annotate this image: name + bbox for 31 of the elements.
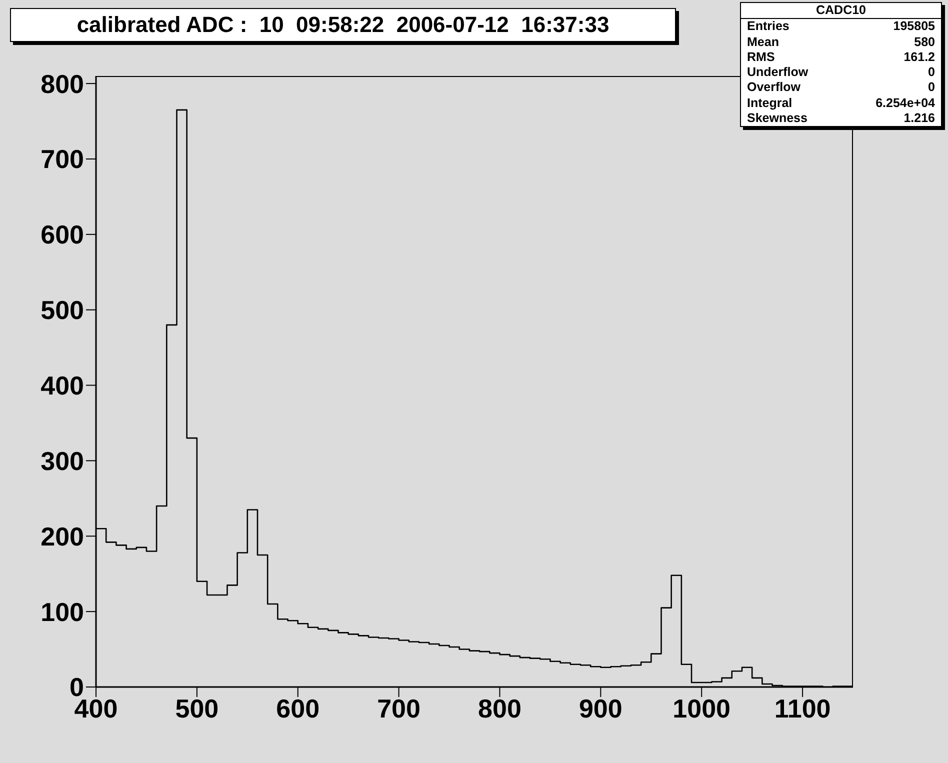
text: Mean [747,34,779,50]
x-tick-label: 700 [377,693,420,724]
text: 0 [928,65,935,80]
x-tick-label: 1100 [774,693,831,724]
x-tick-label: 1000 [672,693,731,724]
annotation: Skewness [747,111,808,126]
text: 580 [914,34,935,50]
text: 161.2 [904,50,935,66]
text: 195805 [893,19,935,35]
y-tick-label: 100 [40,596,84,627]
x-tick-label: 900 [578,693,622,724]
y-tick-label: 800 [40,68,84,99]
y-tick-label: 400 [40,370,84,400]
x-tick-label: 600 [276,693,320,724]
text: CADC10 [741,3,941,20]
y-tick-label: 200 [40,521,84,552]
y-tick-label: 300 [40,446,84,476]
text: 1.216 [904,111,935,126]
text: RMS [747,50,775,66]
text: 0 [928,80,935,96]
annotation: Integral [747,96,792,112]
y-tick-label: 500 [40,295,84,326]
annotation: Underflow [747,65,808,80]
y-tick-label: 600 [40,220,84,250]
x-tick-label: 500 [175,693,219,724]
text: 6.254e+04 [876,96,935,112]
x-tick-label: 800 [478,693,522,724]
chart-title: calibrated ADC : 10 09:58:22 2006-07-12 16:37:33 [10,8,676,42]
y-tick-label: 700 [40,144,84,174]
annotation: Overflow [747,80,800,96]
text: Entries [747,19,790,35]
